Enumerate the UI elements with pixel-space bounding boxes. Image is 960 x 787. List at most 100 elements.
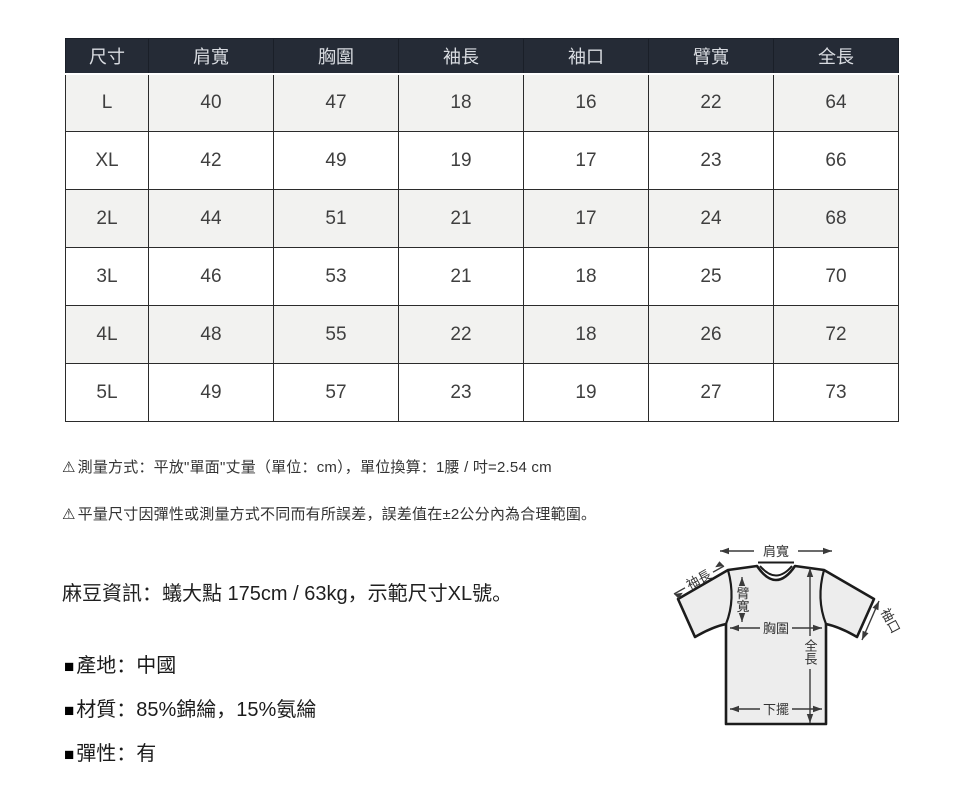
arrowhead bbox=[715, 561, 724, 568]
arrowhead bbox=[813, 705, 822, 713]
value-cell: 18 bbox=[523, 247, 649, 306]
table-row: 3L 46 53 21 18 25 70 bbox=[65, 247, 899, 306]
arrowhead bbox=[806, 714, 814, 723]
list-item: ■ 彈性：有 bbox=[64, 737, 316, 766]
size-cell: 3L bbox=[65, 247, 149, 306]
value-cell: 64 bbox=[773, 73, 899, 132]
size-cell: 2L bbox=[65, 189, 149, 248]
value-cell: 19 bbox=[523, 363, 649, 422]
value-cell: 21 bbox=[398, 189, 524, 248]
col-header-arm: 臂寬 bbox=[648, 38, 774, 75]
total-length-label: 全長 bbox=[803, 638, 818, 665]
tolerance-note-text: 平量尺寸因彈性或測量方式不同而有所誤差，誤差值在±2公分內為合理範圍。 bbox=[77, 506, 597, 523]
value-cell: 17 bbox=[523, 131, 649, 190]
value-cell: 70 bbox=[773, 247, 899, 306]
bullet-icon: ■ bbox=[64, 701, 75, 720]
arrowhead bbox=[720, 547, 729, 555]
warning-icon: ⚠ bbox=[62, 459, 76, 476]
value-cell: 16 bbox=[523, 73, 649, 132]
arrowhead bbox=[862, 630, 869, 640]
arrowhead bbox=[674, 592, 683, 599]
arrowhead bbox=[872, 601, 879, 611]
warning-icon: ⚠ bbox=[62, 506, 76, 523]
size-cell: 4L bbox=[65, 305, 149, 364]
value-cell: 18 bbox=[523, 305, 649, 364]
bullet-icon: ■ bbox=[64, 745, 75, 764]
value-cell: 23 bbox=[648, 131, 774, 190]
cuff-label: 袖口 bbox=[878, 606, 903, 636]
arrowhead bbox=[806, 568, 814, 577]
value-cell: 57 bbox=[273, 363, 399, 422]
tolerance-note: ⚠ 平量尺寸因彈性或測量方式不同而有所誤差，誤差值在±2公分內為合理範圍。 bbox=[62, 503, 596, 524]
value-cell: 72 bbox=[773, 305, 899, 364]
left-armhole-seam bbox=[724, 569, 733, 625]
tshirt-diagram-svg: 肩寬 袖長 臂寬 胸圍 bbox=[673, 544, 903, 726]
measurement-note: ⚠ 測量方式：平放"單面"丈量（單位：cm），單位換算：1腰 / 吋=2.54 c… bbox=[62, 456, 552, 477]
value-cell: 51 bbox=[273, 189, 399, 248]
value-cell: 19 bbox=[398, 131, 524, 190]
list-item: ■ 材質：85%錦綸，15%氨綸 bbox=[64, 693, 316, 722]
table-row: XL 42 49 19 17 23 66 bbox=[65, 131, 899, 190]
model-info: 麻豆資訊：蟻大點 175cm / 63kg，示範尺寸XL號。 bbox=[62, 583, 513, 605]
size-cell: XL bbox=[65, 131, 149, 190]
value-cell: 44 bbox=[148, 189, 274, 248]
value-cell: 17 bbox=[523, 189, 649, 248]
bullet-icon: ■ bbox=[64, 657, 75, 676]
arrowhead bbox=[730, 705, 739, 713]
arrowhead bbox=[738, 613, 746, 622]
arm-width-label: 臂寬 bbox=[735, 587, 750, 613]
value-cell: 48 bbox=[148, 305, 274, 364]
shoulder-label: 肩寬 bbox=[763, 544, 789, 559]
value-cell: 47 bbox=[273, 73, 399, 132]
elasticity-text: 彈性：有 bbox=[76, 743, 157, 765]
tshirt-measurement-diagram: 肩寬 袖長 臂寬 胸圍 bbox=[650, 537, 950, 742]
col-header-length: 全長 bbox=[773, 38, 899, 75]
col-header-size: 尺寸 bbox=[65, 38, 149, 75]
measurement-note-text: 測量方式：平放"單面"丈量（單位：cm），單位換算：1腰 / 吋=2.54 cm bbox=[77, 459, 552, 476]
value-cell: 53 bbox=[273, 247, 399, 306]
value-cell: 18 bbox=[398, 73, 524, 132]
value-cell: 27 bbox=[648, 363, 774, 422]
collar-inner-arc bbox=[759, 565, 793, 577]
chest-label: 胸圍 bbox=[763, 621, 789, 636]
arrowhead bbox=[738, 577, 746, 586]
value-cell: 24 bbox=[648, 189, 774, 248]
value-cell: 22 bbox=[648, 73, 774, 132]
list-item: ■ 產地：中國 bbox=[64, 649, 316, 678]
arrowhead bbox=[823, 547, 832, 555]
col-header-shoulder: 肩寬 bbox=[148, 38, 274, 75]
product-attribute-list: ■ 產地：中國 ■ 材質：85%錦綸，15%氨綸 ■ 彈性：有 bbox=[64, 649, 316, 781]
table-row: 4L 48 55 22 18 26 72 bbox=[65, 305, 899, 364]
size-cell: 5L bbox=[65, 363, 149, 422]
sleeve-length-arrow bbox=[673, 565, 725, 595]
material-text: 材質：85%錦綸，15%氨綸 bbox=[76, 699, 317, 721]
value-cell: 23 bbox=[398, 363, 524, 422]
right-armhole-seam bbox=[819, 569, 828, 625]
value-cell: 26 bbox=[648, 305, 774, 364]
value-cell: 66 bbox=[773, 131, 899, 190]
table-row: 5L 49 57 23 19 27 73 bbox=[65, 363, 899, 422]
table-row: 2L 44 51 21 17 24 68 bbox=[65, 189, 899, 248]
table-row: L 40 47 18 16 22 64 bbox=[65, 73, 899, 132]
origin-text: 產地：中國 bbox=[76, 655, 177, 677]
table-header-row: 尺寸 肩寬 胸圍 袖長 袖口 臂寬 全長 bbox=[65, 38, 899, 75]
arrowhead bbox=[813, 624, 822, 632]
value-cell: 68 bbox=[773, 189, 899, 248]
value-cell: 49 bbox=[148, 363, 274, 422]
col-header-cuff: 袖口 bbox=[523, 38, 649, 75]
tshirt-outline bbox=[676, 564, 876, 726]
size-cell: L bbox=[65, 73, 149, 132]
value-cell: 42 bbox=[148, 131, 274, 190]
value-cell: 73 bbox=[773, 363, 899, 422]
value-cell: 40 bbox=[148, 73, 274, 132]
col-header-sleeve: 袖長 bbox=[398, 38, 524, 75]
hem-label: 下擺 bbox=[763, 702, 789, 717]
arrowhead bbox=[730, 624, 739, 632]
value-cell: 49 bbox=[273, 131, 399, 190]
value-cell: 21 bbox=[398, 247, 524, 306]
value-cell: 55 bbox=[273, 305, 399, 364]
value-cell: 25 bbox=[648, 247, 774, 306]
col-header-chest: 胸圍 bbox=[273, 38, 399, 75]
size-table: 尺寸 肩寬 胸圍 袖長 袖口 臂寬 全長 L 40 47 18 16 22 64… bbox=[65, 38, 899, 422]
